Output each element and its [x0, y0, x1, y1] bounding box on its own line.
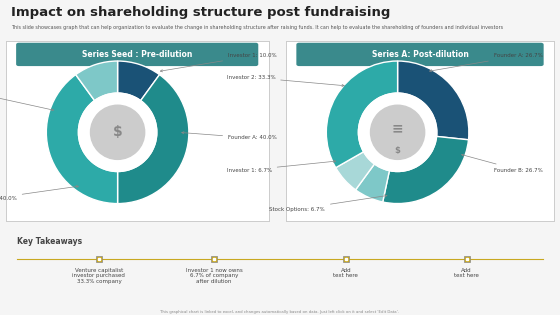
- Text: Investor 1: 6.7%: Investor 1: 6.7%: [227, 160, 335, 173]
- Text: This graphical chart is linked to excel, and changes automatically based on data: This graphical chart is linked to excel,…: [161, 310, 399, 314]
- Circle shape: [358, 93, 437, 171]
- Text: Key Takeaways: Key Takeaways: [17, 237, 82, 246]
- Text: Add
text here: Add text here: [333, 268, 358, 278]
- Text: Impact on shareholding structure post fundraising: Impact on shareholding structure post fu…: [11, 6, 390, 19]
- Text: $: $: [395, 146, 400, 155]
- Text: Add
text here: Add text here: [454, 268, 479, 278]
- Text: This slide showcases graph that can help organization to evaluate the change in : This slide showcases graph that can help…: [11, 25, 503, 30]
- Text: Founder B: 26.7%: Founder B: 26.7%: [461, 154, 543, 173]
- Wedge shape: [326, 61, 398, 168]
- Text: Founder A: 40.0%: Founder A: 40.0%: [182, 132, 277, 140]
- Wedge shape: [382, 136, 469, 203]
- Text: Founder B: 40.0%: Founder B: 40.0%: [0, 186, 78, 201]
- Text: Series A: Post-dilution: Series A: Post-dilution: [372, 50, 468, 59]
- Text: Stock Options: 6.7%: Stock Options: 6.7%: [269, 195, 387, 212]
- Text: Venture capitalist
investor purchased
33.3% company: Venture capitalist investor purchased 33…: [72, 268, 125, 284]
- Text: Stock Options: 10.0%: Stock Options: 10.0%: [0, 89, 54, 111]
- Text: $: $: [113, 125, 123, 139]
- Text: Investor 1: 10.0%: Investor 1: 10.0%: [160, 54, 277, 72]
- Circle shape: [371, 105, 424, 159]
- FancyBboxPatch shape: [296, 43, 544, 66]
- Circle shape: [78, 93, 157, 171]
- Wedge shape: [356, 164, 389, 202]
- Text: Founder A: 26.7%: Founder A: 26.7%: [430, 54, 543, 72]
- Text: Investor 2: 33.3%: Investor 2: 33.3%: [227, 75, 344, 87]
- Wedge shape: [398, 61, 469, 140]
- Wedge shape: [46, 75, 118, 203]
- Text: ≡: ≡: [392, 122, 403, 136]
- Text: Investor 1 now owns
6.7% of company
after dilution: Investor 1 now owns 6.7% of company afte…: [186, 268, 242, 284]
- Wedge shape: [76, 61, 118, 100]
- Text: Series Seed : Pre-dilution: Series Seed : Pre-dilution: [82, 50, 193, 59]
- FancyBboxPatch shape: [16, 43, 258, 66]
- Wedge shape: [336, 152, 375, 190]
- Wedge shape: [118, 75, 189, 203]
- Circle shape: [91, 105, 144, 159]
- Wedge shape: [118, 61, 160, 100]
